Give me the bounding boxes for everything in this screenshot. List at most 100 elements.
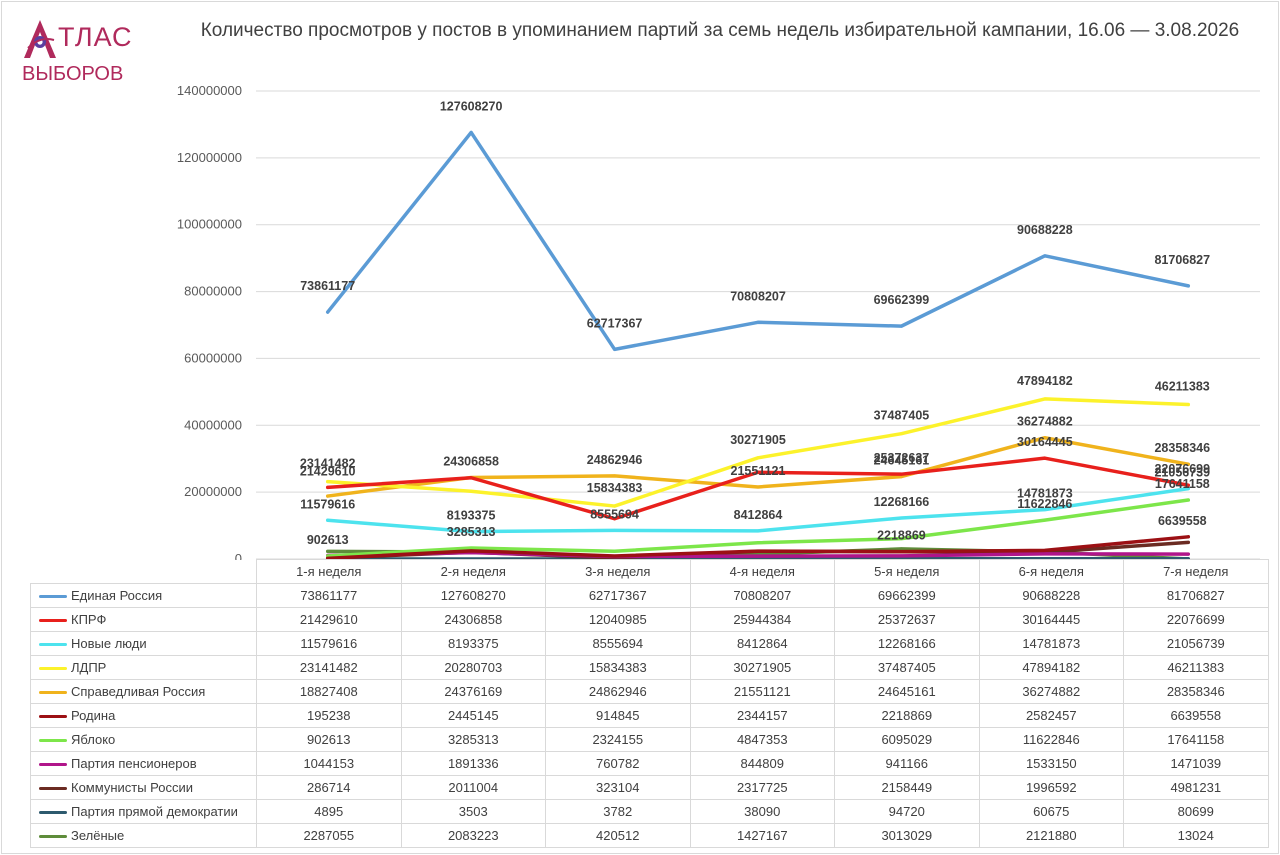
series-name-cell: Партия пенсионеров: [30, 751, 257, 776]
data-label: 902613: [307, 533, 349, 547]
data-point: [899, 550, 903, 554]
data-label: 15834383: [587, 481, 643, 495]
table-cell: 38090: [689, 799, 835, 824]
series-name: Партия пенсионеров: [71, 756, 197, 771]
data-point: [469, 546, 473, 550]
table-column-header: 2-я неделя: [400, 559, 546, 584]
data-label: 21429610: [300, 464, 356, 478]
data-label: 25372637: [874, 451, 930, 465]
table-cell: 1044153: [256, 751, 402, 776]
data-point: [1186, 483, 1190, 487]
table-column-header: 5-я неделя: [834, 559, 980, 584]
data-point: [1043, 508, 1047, 512]
table-cell: 14781873: [978, 631, 1124, 656]
table-cell: 1471039: [1123, 751, 1269, 776]
y-axis: 0 20000000 40000000 60000000 80000000 1000000…: [177, 83, 242, 560]
data-point: [756, 485, 760, 489]
data-label: 14781873: [1017, 487, 1073, 501]
data-point: [613, 347, 617, 351]
y-tick-label: 80000000: [184, 284, 242, 299]
table-cell: 6095029: [834, 727, 980, 752]
data-point: [756, 320, 760, 324]
data-point: [1043, 254, 1047, 258]
data-point: [899, 324, 903, 328]
table-cell: 3013029: [834, 823, 980, 848]
series-name-cell: Справедливая Россия: [30, 679, 257, 704]
table-cell: 24862946: [545, 679, 691, 704]
data-point: [756, 456, 760, 460]
data-point: [899, 554, 903, 558]
legend-key: [39, 811, 67, 815]
data-table: 1-я неделя 2-я неделя 3-я неделя 4-я неделя…: [30, 559, 1269, 848]
data-point: [1186, 403, 1190, 407]
data-label: 21056739: [1154, 466, 1210, 480]
table-cell: 2287055: [256, 823, 402, 848]
table-cell: 80699: [1123, 799, 1269, 824]
table-cell: 2121880: [978, 823, 1124, 848]
data-point: [613, 474, 617, 478]
series-name-cell: Коммунисты России: [30, 775, 257, 800]
table-cell: 2317725: [689, 775, 835, 800]
table-cell: 24376169: [400, 679, 546, 704]
table-cell: 24645161: [834, 679, 980, 704]
data-label: 21551121: [731, 464, 786, 478]
table-cell: 420512: [545, 823, 691, 848]
data-point: [613, 554, 617, 558]
table-cell: 15834383: [545, 655, 691, 680]
table-cell: 3782: [545, 799, 691, 824]
table-column-header: 3-я неделя: [545, 559, 691, 584]
table-cell: 30164445: [978, 607, 1124, 632]
data-label: 23141482: [300, 457, 356, 471]
table-cell: 8412864: [689, 631, 835, 656]
data-label: 46211383: [1155, 380, 1210, 394]
logo-mark-icon: [24, 20, 56, 58]
series-name: ЛДПР: [71, 660, 107, 675]
table-cell: 902613: [256, 727, 402, 752]
series-name: Коммунисты России: [71, 780, 194, 795]
data-label: 47894182: [1017, 374, 1073, 388]
data-label: 24306858: [443, 455, 499, 469]
table-column-header: 4-я неделя: [689, 559, 835, 584]
data-point: [899, 547, 903, 551]
table-cell: 20280703: [400, 655, 546, 680]
series-name-cell: Зелёные: [30, 823, 257, 848]
data-point: [469, 530, 473, 534]
table-cell: 12040985: [545, 607, 691, 632]
data-point: [1186, 498, 1190, 502]
data-point: [899, 537, 903, 541]
table-cell: 18827408: [256, 679, 402, 704]
table-column-header: 7-я неделя: [1123, 559, 1269, 584]
data-label: 62717367: [587, 316, 643, 330]
table-cell: 3503: [400, 799, 546, 824]
legend-key: [39, 619, 67, 623]
table-row: КПРФ 21429610 24306858 12040985 25944384 2537…: [30, 607, 1269, 632]
table-row: Коммунисты России 286714 2011004 323104 2317…: [30, 775, 1269, 800]
legend-key: [39, 787, 67, 791]
data-label: 22076699: [1154, 462, 1210, 476]
table-cell: 23141482: [256, 655, 402, 680]
data-point: [1043, 552, 1047, 556]
y-tick-label: 140000000: [177, 83, 242, 98]
data-label: 90688228: [1017, 223, 1073, 237]
table-cell: 1891336: [400, 751, 546, 776]
data-label: 127608270: [440, 99, 503, 113]
data-point: [1043, 518, 1047, 522]
series-name-cell: ЛДПР: [30, 655, 257, 680]
series-name: Яблоко: [71, 732, 116, 747]
table-cell: 21429610: [256, 607, 402, 632]
table-cell: 1427167: [689, 823, 835, 848]
line-chart: 0 20000000 40000000 60000000 80000000 1000000…: [177, 83, 1260, 560]
table-cell: 760782: [545, 751, 691, 776]
data-point: [1186, 540, 1190, 544]
table-cell: 24306858: [400, 607, 546, 632]
table-cell: 60675: [978, 799, 1124, 824]
table-cell: 2324155: [545, 727, 691, 752]
data-point: [756, 541, 760, 545]
data-label: 8555694: [590, 507, 639, 521]
y-tick-label: 100000000: [177, 217, 242, 232]
table-cell: 30271905: [689, 655, 835, 680]
series-name: Зелёные: [71, 828, 125, 843]
data-point: [613, 517, 617, 521]
data-label: 36274882: [1017, 415, 1073, 429]
